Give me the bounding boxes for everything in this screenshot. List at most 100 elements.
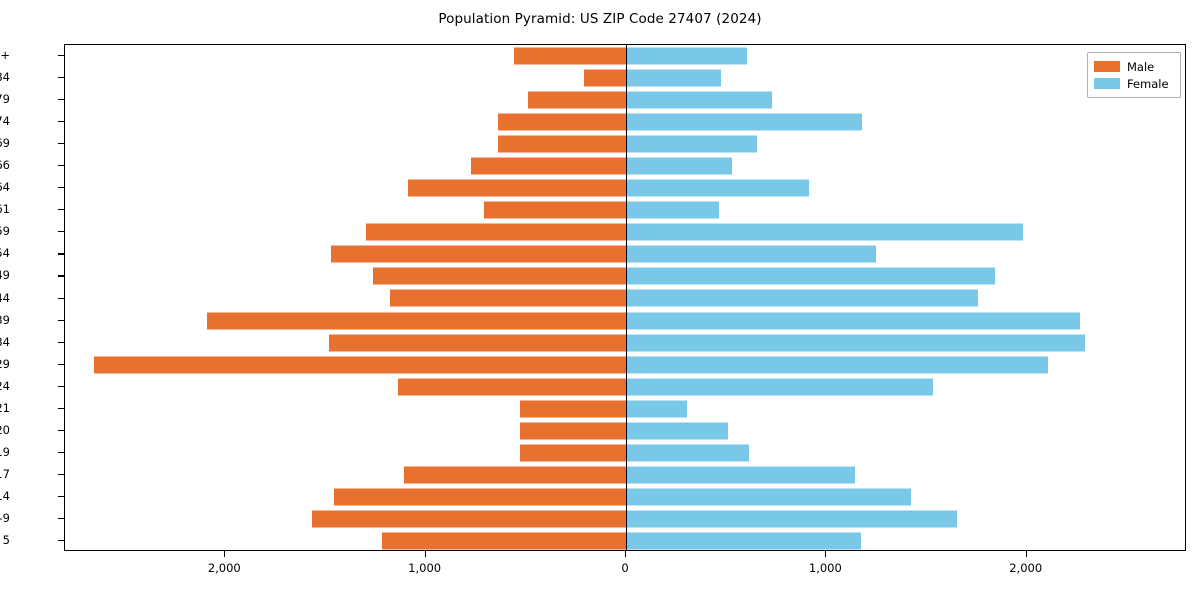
y-axis-tick-mark (58, 187, 64, 189)
y-axis-tick-label: 40-44 (0, 290, 10, 305)
y-axis-tick-label: 50-54 (0, 246, 10, 261)
bar-row (65, 67, 1185, 89)
bar-female (626, 289, 978, 307)
bar-row (65, 530, 1185, 552)
bar-female (626, 422, 729, 440)
bar-male (381, 532, 626, 550)
bar-male (365, 223, 626, 241)
y-axis-tick-label: 55-59 (0, 224, 10, 239)
legend-label: Male (1127, 59, 1155, 74)
y-axis-tick-label: 70-74 (0, 114, 10, 129)
bar-female (626, 466, 856, 484)
y-axis-tick-label: 75-79 (0, 92, 10, 107)
y-axis-tick-label: 5-9 (0, 510, 10, 525)
bar-female (626, 223, 1023, 241)
x-axis-tick-label: 0 (621, 561, 629, 575)
y-axis-tick-label: Under 5 (0, 532, 10, 547)
bar-male (583, 69, 626, 87)
bar-male (312, 510, 626, 528)
y-axis-tick-mark (58, 473, 64, 475)
legend-color-swatch (1094, 61, 1120, 72)
bar-female (626, 312, 1080, 330)
bar-female (626, 510, 957, 528)
bar-female (626, 179, 810, 197)
bar-male (403, 466, 626, 484)
bar-row (65, 155, 1185, 177)
bar-male (207, 312, 626, 330)
bar-row (65, 221, 1185, 243)
bar-female (626, 334, 1085, 352)
y-axis-tick-mark (58, 517, 64, 520)
bar-male (407, 179, 626, 197)
y-axis-tick-label: 80-84 (0, 70, 10, 85)
bar-male (331, 245, 626, 263)
y-axis-tick-mark (58, 165, 64, 167)
bar-row (65, 398, 1185, 420)
y-axis-tick-mark (58, 319, 64, 321)
bar-female (626, 400, 688, 418)
bar-row (65, 45, 1185, 67)
bar-row (65, 486, 1185, 508)
bars-container (65, 45, 1185, 550)
x-axis-tick-mark (625, 551, 627, 557)
y-axis-tick-mark (58, 99, 64, 101)
bar-row (65, 199, 1185, 221)
chart-title: Population Pyramid: US ZIP Code 27407 (2… (438, 11, 762, 27)
y-axis-tick-mark (58, 121, 64, 123)
y-axis-tick-mark (58, 429, 64, 431)
y-axis-tick-mark (58, 363, 64, 365)
bar-row (65, 111, 1185, 133)
y-axis-tick-label: 22-24 (0, 378, 10, 393)
y-axis-tick-label: 45-49 (0, 268, 10, 283)
bar-female (626, 113, 863, 131)
bar-row (65, 243, 1185, 265)
bar-row (65, 310, 1185, 332)
y-axis-tick-label: 35-39 (0, 312, 10, 327)
bar-male (470, 157, 626, 175)
bar-row (65, 420, 1185, 442)
y-axis-tick-mark (58, 407, 64, 409)
legend-color-swatch (1094, 78, 1120, 89)
chart-legend: Male Female (1087, 52, 1181, 98)
bar-male (527, 91, 626, 109)
bar-female (626, 91, 773, 109)
bar-female (626, 135, 758, 153)
y-axis-tick-mark (58, 231, 64, 233)
bar-male (483, 201, 626, 219)
bar-male (497, 113, 626, 131)
y-axis-tick-mark (58, 341, 64, 343)
y-axis-tick-mark (58, 275, 64, 277)
y-axis-tick-mark (58, 539, 64, 542)
bar-male (389, 289, 626, 307)
x-axis-tick-label: 2,000 (207, 561, 241, 575)
y-axis-tick-label: 15-17 (0, 466, 10, 481)
y-axis-tick-mark (58, 253, 64, 255)
bar-male (372, 267, 626, 285)
bar-female (626, 444, 750, 462)
x-axis-tick-mark (825, 551, 827, 557)
y-axis-tick-label: 18-19 (0, 444, 10, 459)
bar-female (626, 267, 995, 285)
y-axis-tick-label: 10-14 (0, 488, 10, 503)
bar-row (65, 133, 1185, 155)
bar-male (334, 488, 626, 506)
bar-female (626, 532, 862, 550)
y-axis-tick-mark (58, 209, 64, 211)
y-axis-tick-mark (58, 55, 64, 57)
bar-row (65, 177, 1185, 199)
bar-row (65, 287, 1185, 309)
y-axis-tick-label: 65-66 (0, 158, 10, 173)
bar-male (513, 47, 626, 65)
y-axis-tick-label: 30-34 (0, 334, 10, 349)
y-axis-tick-label: 25-29 (0, 356, 10, 371)
bar-female (626, 356, 1048, 374)
x-axis-tick-label: 1,000 (808, 561, 842, 575)
bar-row (65, 508, 1185, 530)
x-axis-tick-label: 2,000 (1009, 561, 1043, 575)
bar-female (626, 69, 722, 87)
y-axis-tick-mark (58, 385, 64, 387)
y-axis-tick-label: 67-69 (0, 136, 10, 151)
y-axis-tick-label: 85+ (0, 48, 10, 63)
bar-row (65, 376, 1185, 398)
